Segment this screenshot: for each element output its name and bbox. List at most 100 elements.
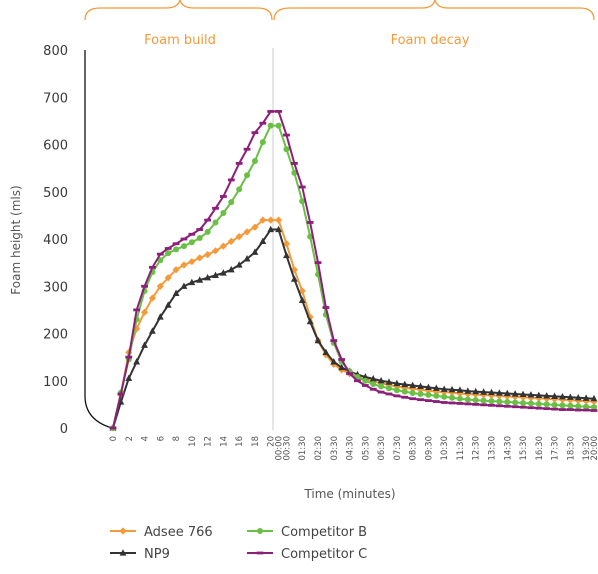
data-point xyxy=(361,384,369,387)
data-point xyxy=(543,392,551,399)
data-point xyxy=(140,308,149,316)
y-tick-labels: 0 100 200 300 400 500 600 700 800 xyxy=(43,44,68,437)
data-point xyxy=(306,221,314,224)
data-point xyxy=(535,400,542,407)
data-point xyxy=(511,405,519,409)
y-tick-label: 500 xyxy=(43,186,68,201)
x-tick-label: 4 xyxy=(141,436,151,441)
foam-decay-bracket xyxy=(273,0,595,21)
data-point xyxy=(503,392,511,400)
x-tick-label: 16:30 xyxy=(535,436,545,461)
data-point xyxy=(464,387,472,394)
data-point xyxy=(244,172,251,179)
series-line xyxy=(112,124,595,429)
data-point xyxy=(566,393,574,400)
y-axis-label: Foam height (mls) xyxy=(9,185,23,294)
data-point xyxy=(346,372,353,376)
data-point xyxy=(251,158,258,165)
data-point xyxy=(267,122,274,129)
data-point xyxy=(196,228,204,231)
x-tick-label: 14:30 xyxy=(503,436,513,461)
data-point xyxy=(440,388,448,396)
data-point xyxy=(180,261,188,269)
data-point xyxy=(535,394,543,402)
data-point xyxy=(188,258,196,266)
data-point xyxy=(298,296,306,304)
data-point xyxy=(527,391,535,398)
x-tick-label: 2 xyxy=(125,436,135,441)
data-point xyxy=(425,399,432,402)
data-point xyxy=(338,358,346,361)
data-point xyxy=(512,399,519,406)
x-tick-label: 12 xyxy=(204,436,214,447)
x-tick-label: 06:30 xyxy=(377,436,387,461)
x-tick-label: 18 xyxy=(251,436,261,447)
data-point xyxy=(259,121,267,125)
data-point xyxy=(567,402,574,409)
data-point xyxy=(456,386,464,393)
data-point xyxy=(409,381,417,389)
data-point xyxy=(259,216,267,224)
data-point xyxy=(149,327,156,334)
data-point xyxy=(212,206,219,210)
data-point xyxy=(243,255,251,262)
data-point xyxy=(495,389,503,396)
x-tick-label: 02:30 xyxy=(314,436,324,461)
data-point xyxy=(377,390,385,394)
legend: Adsee 766 NP9 Competitor B Competitor C xyxy=(110,525,367,562)
data-point xyxy=(527,394,535,402)
x-tick-label: 8 xyxy=(172,436,182,441)
data-point xyxy=(401,395,409,399)
data-point xyxy=(449,394,456,401)
data-point xyxy=(582,394,590,401)
x-tick-label: 15:30 xyxy=(519,436,529,461)
data-point xyxy=(212,271,219,278)
data-point xyxy=(283,133,290,137)
data-point xyxy=(267,110,275,113)
data-point xyxy=(559,408,566,411)
data-point xyxy=(133,358,141,365)
data-point xyxy=(227,178,235,182)
data-point xyxy=(417,390,424,397)
data-point xyxy=(291,169,298,176)
data-point xyxy=(164,301,172,308)
data-point xyxy=(574,396,582,405)
data-point xyxy=(157,257,164,264)
series-line xyxy=(112,110,595,429)
data-point xyxy=(369,387,377,391)
data-point xyxy=(117,392,125,396)
data-point xyxy=(133,308,141,312)
data-point xyxy=(432,384,440,391)
y-tick-label: 700 xyxy=(43,91,68,106)
data-point xyxy=(141,341,148,348)
data-point xyxy=(338,363,346,371)
data-point xyxy=(204,273,212,281)
legend-item: Competitor C xyxy=(247,547,367,562)
data-point xyxy=(503,389,511,397)
data-point xyxy=(378,383,385,390)
data-point xyxy=(148,294,157,302)
data-point xyxy=(227,237,235,245)
data-point xyxy=(219,242,227,250)
data-point xyxy=(464,402,472,406)
data-point xyxy=(235,261,243,268)
data-point xyxy=(472,387,480,395)
data-point xyxy=(543,401,550,408)
data-point xyxy=(314,261,322,265)
data-point xyxy=(180,237,188,241)
x-tick-label: 08:30 xyxy=(409,436,419,461)
x-tick-label: 07:30 xyxy=(393,436,403,461)
data-point xyxy=(543,407,551,411)
data-point xyxy=(582,408,590,412)
data-point xyxy=(511,390,519,397)
x-tick-label: 09:30 xyxy=(424,436,434,461)
data-point xyxy=(322,348,330,355)
data-point xyxy=(251,131,259,135)
data-point xyxy=(204,218,212,222)
axes xyxy=(84,50,113,429)
data-point xyxy=(385,385,392,392)
x-tick-label: 14 xyxy=(219,436,229,447)
data-point xyxy=(472,397,479,404)
data-point xyxy=(251,223,259,231)
x-tick-label: 11:30 xyxy=(456,436,466,461)
